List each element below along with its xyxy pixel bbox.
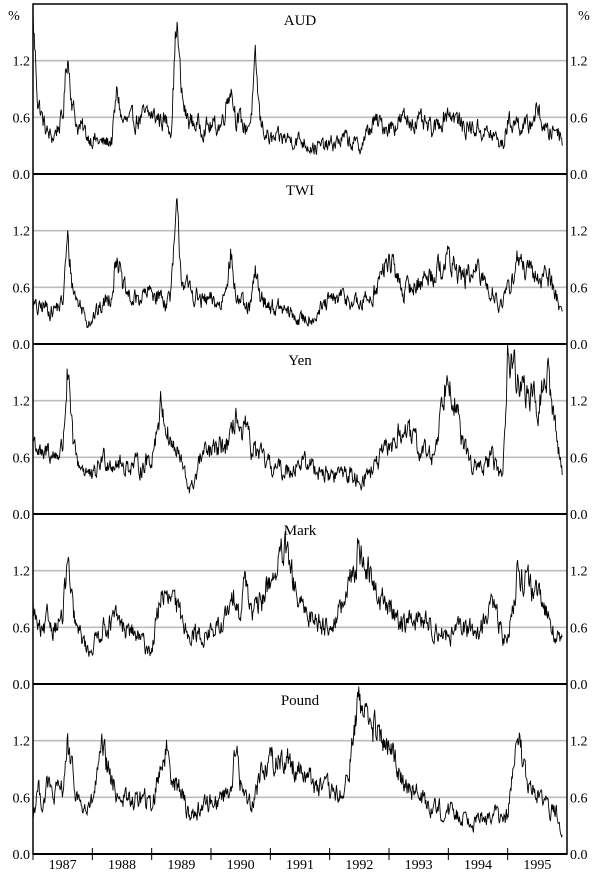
panel-title-mark: Mark [284,523,317,539]
panel-title-yen: Yen [288,353,312,369]
x-label-1987: 1987 [49,858,77,873]
y-tick-right-aud-0: 0.0 [570,168,588,183]
x-label-1992: 1992 [345,858,373,873]
y-tick-right-mark-0: 0.0 [570,678,588,693]
y-tick-left-mark-1: 0.6 [13,621,31,636]
y-tick-right-pound-2: 1.2 [570,735,588,750]
panel-title-twi: TWI [286,183,314,199]
y-tick-right-pound-1: 0.6 [570,791,588,806]
y-unit-right: % [578,9,590,24]
y-tick-right-yen-1: 0.6 [570,451,588,466]
y-tick-left-aud-0: 0.0 [13,168,31,183]
y-tick-left-pound-2: 1.2 [13,735,31,750]
y-tick-right-twi-2: 1.2 [570,225,588,240]
x-label-1988: 1988 [108,858,136,873]
series-line-pound [32,686,563,839]
panel-title-aud: AUD [284,13,317,29]
y-tick-left-yen-0: 0.0 [13,508,31,523]
x-label-1989: 1989 [167,858,195,873]
plot-frame [32,3,568,855]
x-label-1993: 1993 [405,858,433,873]
y-tick-right-yen-2: 1.2 [570,395,588,410]
y-unit-left: % [8,9,20,24]
y-tick-left-mark-0: 0.0 [13,678,31,693]
x-label-1990: 1990 [227,858,255,873]
y-tick-left-aud-1: 0.6 [13,111,31,126]
y-tick-right-aud-1: 0.6 [570,111,588,126]
y-tick-right-mark-1: 0.6 [570,621,588,636]
y-tick-left-yen-2: 1.2 [13,395,31,410]
y-tick-left-aud-2: 1.2 [13,55,31,70]
y-tick-left-twi-2: 1.2 [13,225,31,240]
y-tick-right-mark-2: 1.2 [570,565,588,580]
series-line-mark [32,531,563,657]
y-tick-left-yen-1: 0.6 [13,451,31,466]
panel-title-pound: Pound [281,693,320,709]
y-tick-left-pound-1: 0.6 [13,791,31,806]
y-tick-right-aud-2: 1.2 [570,55,588,70]
y-tick-right-twi-0: 0.0 [570,338,588,353]
series-line-aud [32,10,563,155]
y-tick-left-twi-1: 0.6 [13,281,31,296]
y-tick-right-twi-1: 0.6 [570,281,588,296]
series-line-twi [32,198,563,329]
y-tick-left-pound-0: 0.0 [13,848,31,863]
series-line-yen [32,343,563,494]
x-label-1991: 1991 [286,858,314,873]
y-tick-left-twi-0: 0.0 [13,338,31,353]
x-label-1995: 1995 [523,858,551,873]
y-tick-right-pound-0: 0.0 [570,848,588,863]
y-tick-right-yen-0: 0.0 [570,508,588,523]
y-tick-left-mark-2: 1.2 [13,565,31,580]
x-label-1994: 1994 [464,858,492,873]
